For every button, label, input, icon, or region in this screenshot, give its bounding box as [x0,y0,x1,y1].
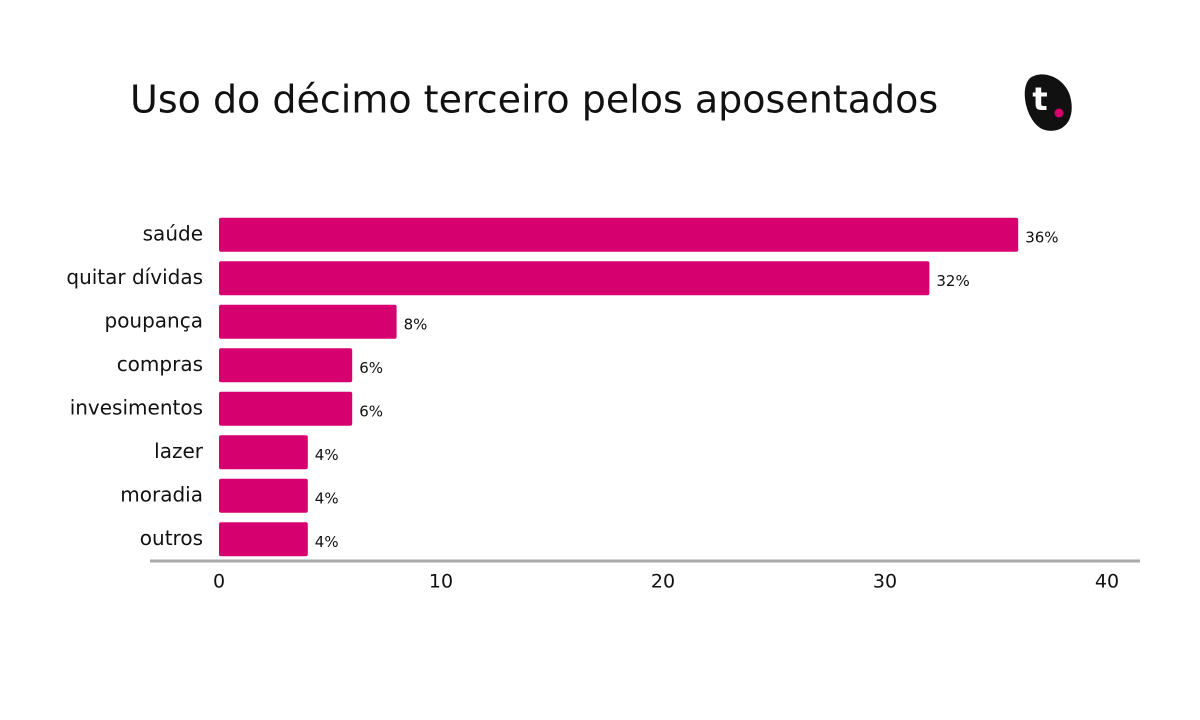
bar [219,304,397,339]
x-tick-label: 40 [1095,571,1119,593]
value-label: 4% [315,489,339,507]
x-tick-label: 30 [873,571,897,593]
value-label: 32% [936,272,969,290]
bar [219,435,308,470]
y-tick-label: invesimentos [70,395,203,419]
y-tick-label: compras [117,352,203,376]
x-tick-label: 0 [213,571,225,593]
y-tick-label: quitar dívidas [66,265,203,289]
bar [219,391,353,426]
bar [219,217,1019,252]
value-label: 6% [359,402,383,420]
bar [219,478,308,513]
value-label: 4% [315,446,339,464]
y-tick-label: outros [140,526,203,550]
x-tick-label: 10 [429,571,453,593]
bar [219,261,930,296]
y-tick-label: moradia [120,482,203,506]
value-label: 36% [1025,228,1058,246]
value-label: 4% [315,533,339,551]
logo-text: t [1032,80,1047,118]
value-label: 6% [359,359,383,377]
value-label: 8% [404,315,428,333]
chart-title: Uso do décimo terceiro pelos aposentados [130,78,938,122]
y-tick-label: poupança [105,308,204,332]
x-tick-label: 20 [651,571,675,593]
logo-dot [1054,108,1064,118]
bar [219,522,308,557]
logo: t [1024,74,1072,131]
bar [219,348,353,383]
y-tick-label: saúde [143,221,203,245]
y-tick-label: lazer [154,439,204,463]
